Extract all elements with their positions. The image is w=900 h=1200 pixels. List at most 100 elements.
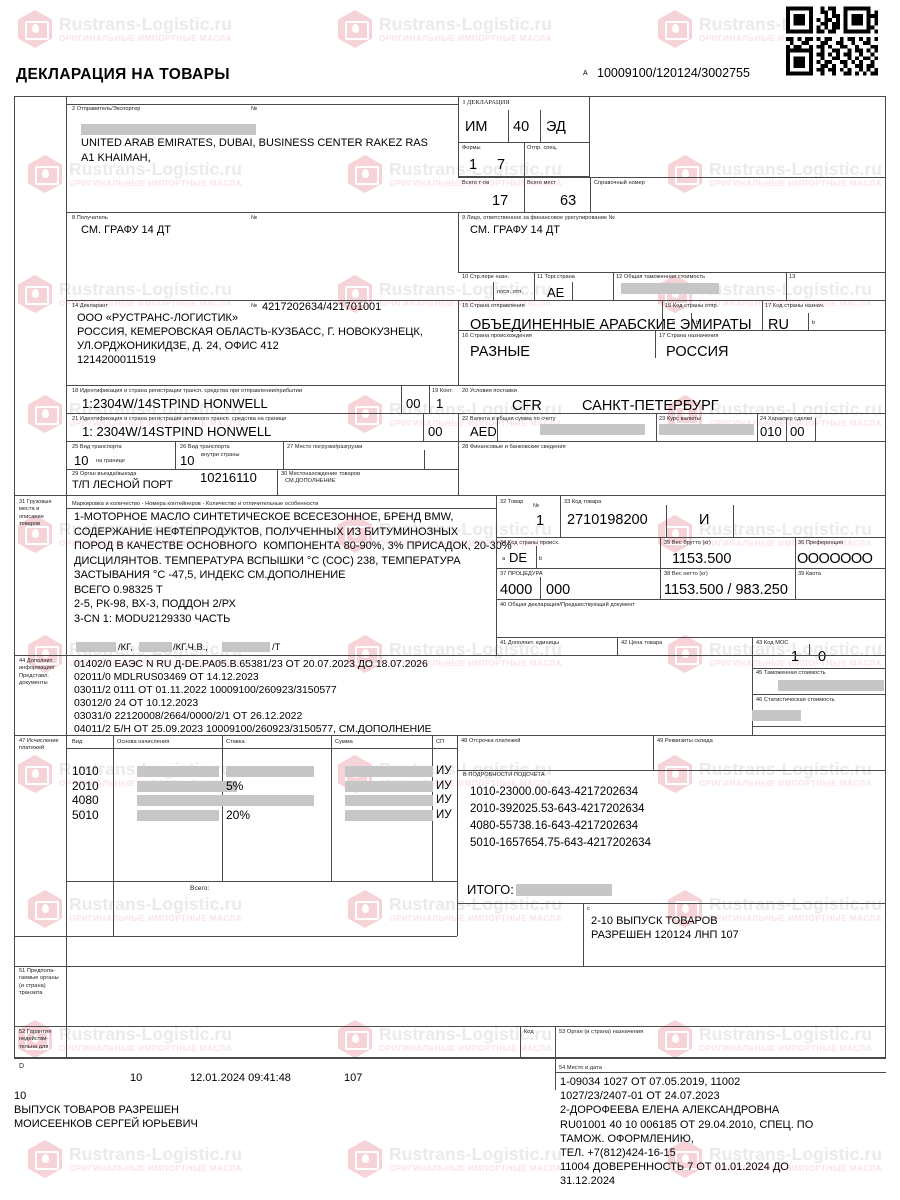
box47-col-kind: Вид: [72, 739, 83, 745]
box19-value: 1: [436, 396, 444, 411]
box34-value: DE: [509, 550, 528, 565]
box47-base-redaction: [137, 809, 219, 821]
box46-label: 46 Статистическая стоимость: [756, 697, 835, 703]
box3-value2: 7: [497, 157, 506, 173]
box14-line1: ООО «РУСТРАНС-ЛОГИСТИК»: [77, 312, 239, 324]
box12-label: 12 Общая таможенная стоимость: [616, 274, 706, 280]
box54-line: ТЕЛ. +7(812)424-16-15: [560, 1147, 676, 1159]
box43-value: 1: [791, 649, 800, 665]
box33-value: 2710198200: [567, 512, 648, 528]
box30-label: 30 Местонахождение товаров: [281, 471, 361, 477]
box17code-label: 17 Код страны назнач.: [765, 303, 825, 309]
box22-redaction: [540, 424, 645, 435]
box12-redaction: [621, 283, 719, 294]
box47-row-sp: ИУ: [436, 808, 452, 821]
box35-value: 1153.500: [672, 551, 732, 567]
box31-side-label: 31 Грузовые места и описание товаров: [19, 499, 52, 528]
box38-label: 38 Вес нетто (кг): [664, 571, 708, 577]
box21-value: 1: 2304W/14STPIND HONWELL: [82, 424, 272, 439]
box15code-a: a: [672, 320, 676, 326]
box34-a: a: [502, 556, 506, 562]
box51-side-label: 51 Предпола- гаемые органы (и страна) тр…: [19, 968, 59, 997]
box20-term: CFR: [512, 398, 542, 414]
box19-label: 19 Конт.: [432, 388, 454, 394]
box6-value: 63: [560, 193, 577, 209]
box53-label: 53 Орган (и страна) назначения: [559, 1029, 644, 1035]
box48-total-label: ИТОГО:: [467, 882, 514, 897]
box47-total-label: Всего:: [190, 885, 210, 892]
box43-label: 43 Код МОС: [756, 640, 789, 646]
box37-label: 37 ПРОЦЕДУРА: [500, 571, 543, 577]
box24-value2: 00: [790, 424, 805, 439]
box2-line1: UNITED ARAB EMIRATES, DUBAI, BUSINESS CE…: [81, 137, 428, 149]
box31-unit2-redaction: [139, 642, 172, 652]
box2-line2: A1 KHAIMAH,: [81, 152, 151, 164]
box3-value: 1: [469, 157, 478, 173]
box14-line2: РОССИЯ, КЕМЕРОВСКАЯ ОБЛАСТЬ-КУЗБАСС, Г. …: [77, 326, 423, 338]
box6-label: Всего мест: [527, 180, 557, 186]
box23-label: 23 Курс валюты: [659, 416, 701, 422]
box25-sub: на границе: [96, 458, 125, 464]
footer-left-num: 10: [14, 1090, 27, 1102]
box47-row-kind: 4080: [72, 793, 99, 807]
box9-value: СМ. ГРАФУ 14 ДТ: [470, 224, 560, 236]
box34-label: 34 Код страны происх.: [500, 540, 560, 546]
box47-row-kind: 5010: [72, 807, 99, 822]
box43-value2: 0: [818, 649, 827, 665]
box31-header: Маркировка и количество - Номера контейн…: [72, 501, 319, 507]
box47-sum-redaction: [345, 766, 433, 777]
box48-calc-line: 5010-1657654.75-643-4217202634: [470, 837, 651, 849]
box3-label: Формы: [462, 145, 481, 151]
box31-line: ДИСЦИЛЯНТОВ. ТЕМПЕРАТУРА ВСПЫШКИ °С (СОС…: [74, 554, 461, 567]
box37-value2: 000: [546, 582, 571, 598]
box36-value: ООООООО: [797, 551, 873, 567]
box5-value: 17: [492, 193, 509, 209]
box31-unit2-label: /КГ.Ч.В.,: [173, 641, 208, 652]
box52-side-label: 52 Гарантия недействи- тельна для: [19, 1029, 52, 1050]
box48-calc-line: 2010-392025.53-643-4217202634: [470, 803, 645, 815]
box33-suffix: И: [699, 512, 710, 528]
box15-label: 15 Страна отправления: [462, 303, 525, 309]
box40-label: 40 Общая декларация/Предшествующий докум…: [500, 602, 635, 608]
box10-label: 10 Стр.пере назн.: [462, 274, 510, 280]
box14-line3: УЛ.ОРДЖОНИКИДЗЕ, Д. 24, ОФИС 412: [77, 340, 279, 352]
box39-label: 39 Квота: [798, 571, 821, 577]
box22-label: 22 Валюта и общая сумма по счету: [462, 416, 556, 422]
box44-side-label: 44 Дополнит. информация/ Представл. доку…: [19, 658, 55, 687]
box23-redaction: [659, 424, 754, 435]
left-margin-divider: [66, 96, 67, 1058]
qr-code: [786, 6, 882, 76]
box47-base-redaction: [137, 766, 219, 777]
boxC-marker: c: [587, 906, 590, 912]
box2-label: 2 Отправитель/Экспортер: [72, 106, 141, 112]
box47-col-base: Основа начисления: [117, 739, 170, 745]
footer-num2: 107: [344, 1072, 363, 1084]
box52-code-label: Код: [524, 1029, 534, 1035]
box4-label: Отпр. спец.: [527, 145, 558, 151]
box41-label: 41 Дополнит. единицы: [500, 640, 560, 646]
box44-document-line: 01402/0 ЕАЭС N RU Д-DE.PA05.В.65381/23 О…: [74, 659, 428, 670]
box17-value: РОССИЯ: [666, 344, 729, 360]
box31-line: ВСЕГО 0.98325 Т: [74, 583, 163, 596]
box11-label: 11 Торг.страна: [537, 274, 575, 280]
box47-side-label: 47 Исчисление платежей: [19, 738, 59, 752]
box33-label: 33 Код товара: [564, 499, 602, 505]
box10-sub: посл. отп.: [497, 289, 523, 295]
box54-line: 31.12.2024: [560, 1175, 616, 1188]
box16-value: РАЗНЫЕ: [470, 344, 530, 360]
box44-document-line: 04011/2 Б/Н ОТ 25.09.2023 10009100/26092…: [74, 724, 432, 735]
box44-document-line: 02011/0 MDLRUS03469 ОТ 14.12.2023: [74, 672, 259, 683]
footer-release-line2: МОИСЕЕНКОВ СЕРГЕЙ ЮРЬЕВИЧ: [14, 1118, 198, 1130]
box47-row-rate: 5%: [226, 778, 244, 793]
box31-unit3-label: /Т: [272, 641, 281, 652]
box47-row-sp: ИУ: [436, 779, 452, 792]
box47-sum-redaction: [345, 795, 433, 806]
box17-label: 17 Страна назначения: [659, 333, 719, 339]
box1-type: ИМ: [465, 119, 488, 135]
box54-line: 2-ДОРОФЕЕВА ЕЛЕНА АЛЕКСАНДРОВНА: [560, 1104, 780, 1117]
box14-no-value: 4217202634/421701001: [262, 301, 382, 313]
box8-no-label: №: [251, 215, 258, 221]
box54-line: RU01001 40 10 006185 ОТ 29.04.2010, СПЕЦ…: [560, 1118, 814, 1131]
page-title: ДЕКЛАРАЦИЯ НА ТОВАРЫ: [16, 66, 230, 83]
box49-label: 49 Реквизиты склада: [657, 738, 713, 744]
